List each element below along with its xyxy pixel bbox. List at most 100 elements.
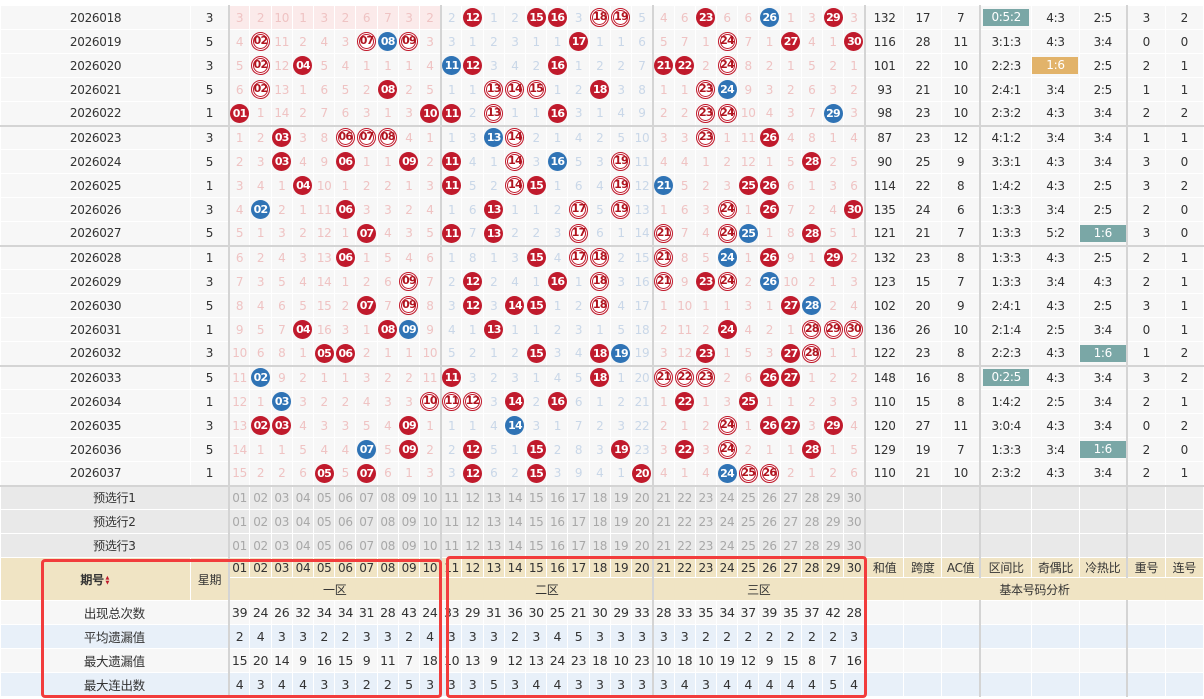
preselect-number[interactable]: 13	[482, 485, 505, 510]
preselect-number[interactable]: 06	[334, 485, 357, 510]
preselect-number[interactable]: 29	[821, 485, 845, 510]
preselect-number[interactable]: 15	[525, 485, 548, 510]
preselect-number[interactable]: 23	[694, 509, 717, 534]
miss-count-cell: 7	[567, 413, 590, 438]
preselect-number[interactable]: 03	[270, 485, 293, 510]
preselect-number[interactable]: 03	[270, 509, 293, 534]
preselect-number[interactable]: 19	[609, 509, 633, 534]
preselect-number[interactable]: 22	[673, 509, 696, 534]
number-cell: 28	[800, 221, 823, 247]
preselect-number[interactable]: 09	[397, 509, 421, 534]
preselect-number[interactable]: 15	[525, 509, 548, 534]
sort-icon[interactable]: ▲▼	[105, 574, 110, 586]
preselect-number[interactable]: 07	[355, 485, 378, 510]
preselect-number[interactable]: 10	[419, 485, 442, 510]
preselect-number[interactable]: 11	[439, 485, 463, 510]
miss-count-cell: 3	[334, 29, 357, 54]
preselect-number[interactable]: 14	[503, 485, 527, 510]
consecutive-value: 2	[1180, 370, 1189, 385]
preselect-number[interactable]: 03	[270, 533, 293, 558]
number-cell: 28	[800, 341, 823, 367]
preselect-number[interactable]: 04	[291, 533, 315, 558]
preselect-number[interactable]: 05	[313, 533, 336, 558]
preselect-number[interactable]: 16	[546, 509, 569, 534]
preselect-number[interactable]: 29	[821, 509, 845, 534]
preselect-number[interactable]: 18	[588, 533, 611, 558]
preselect-number[interactable]: 13	[482, 509, 505, 534]
number-cell: 12	[461, 389, 484, 414]
preselect-number[interactable]: 18	[588, 485, 611, 510]
preselect-number[interactable]: 20	[631, 533, 654, 558]
preselect-number[interactable]: 30	[843, 485, 866, 510]
preselect-number[interactable]: 02	[249, 509, 272, 534]
ac-cell: 7	[941, 269, 981, 294]
preselect-number[interactable]: 20	[631, 509, 654, 534]
preselect-number[interactable]: 08	[376, 485, 399, 510]
preselect-number[interactable]: 06	[334, 533, 357, 558]
preselect-number[interactable]: 01	[227, 485, 251, 510]
preselect-number[interactable]: 20	[631, 485, 654, 510]
preselect-number[interactable]: 12	[461, 533, 484, 558]
preselect-number[interactable]: 07	[355, 509, 378, 534]
preselect-number[interactable]: 04	[291, 509, 315, 534]
preselect-number[interactable]: 14	[503, 533, 527, 558]
preselect-number[interactable]: 08	[376, 533, 399, 558]
preselect-number[interactable]: 19	[609, 533, 633, 558]
preselect-number[interactable]: 24	[715, 509, 739, 534]
number-cell: 27	[779, 341, 802, 367]
preselect-number[interactable]: 06	[334, 509, 357, 534]
preselect-number[interactable]: 15	[525, 533, 548, 558]
preselect-number[interactable]: 21	[651, 485, 675, 510]
preselect-number[interactable]: 16	[546, 485, 569, 510]
preselect-number[interactable]: 01	[227, 533, 251, 558]
preselect-number[interactable]: 27	[779, 533, 802, 558]
preselect-number[interactable]: 27	[779, 509, 802, 534]
preselect-number[interactable]: 17	[567, 485, 590, 510]
preselect-number[interactable]: 25	[737, 533, 760, 558]
preselect-number[interactable]: 22	[673, 485, 696, 510]
preselect-number[interactable]: 28	[800, 509, 823, 534]
preselect-number[interactable]: 05	[313, 485, 336, 510]
preselect-number[interactable]: 25	[737, 485, 760, 510]
preselect-number[interactable]: 17	[567, 533, 590, 558]
preselect-number[interactable]: 14	[503, 509, 527, 534]
preselect-number[interactable]: 11	[439, 509, 463, 534]
preselect-number[interactable]: 07	[355, 533, 378, 558]
preselect-number[interactable]: 26	[758, 485, 781, 510]
preselect-number[interactable]: 05	[313, 509, 336, 534]
preselect-number[interactable]: 21	[651, 509, 675, 534]
preselect-number[interactable]: 12	[461, 485, 484, 510]
preselect-number[interactable]: 08	[376, 509, 399, 534]
preselect-number[interactable]: 28	[800, 533, 823, 558]
preselect-number[interactable]: 24	[715, 485, 739, 510]
preselect-number[interactable]: 26	[758, 533, 781, 558]
preselect-number[interactable]: 23	[694, 485, 717, 510]
preselect-number[interactable]: 10	[419, 533, 442, 558]
preselect-number[interactable]: 27	[779, 485, 802, 510]
preselect-number[interactable]: 09	[397, 485, 421, 510]
preselect-number[interactable]: 13	[482, 533, 505, 558]
preselect-number[interactable]: 18	[588, 509, 611, 534]
preselect-number[interactable]: 02	[249, 485, 272, 510]
preselect-number[interactable]: 21	[651, 533, 675, 558]
preselect-number[interactable]: 22	[673, 533, 696, 558]
preselect-number[interactable]: 10	[419, 509, 442, 534]
preselect-number[interactable]: 26	[758, 509, 781, 534]
preselect-number[interactable]: 30	[843, 509, 866, 534]
preselect-number[interactable]: 30	[843, 533, 866, 558]
preselect-number[interactable]: 04	[291, 485, 315, 510]
preselect-number[interactable]: 01	[227, 509, 251, 534]
preselect-number[interactable]: 11	[439, 533, 463, 558]
preselect-number[interactable]: 24	[715, 533, 739, 558]
preselect-number[interactable]: 12	[461, 509, 484, 534]
preselect-number[interactable]: 16	[546, 533, 569, 558]
preselect-number[interactable]: 19	[609, 485, 633, 510]
preselect-number[interactable]: 25	[737, 509, 760, 534]
preselect-number[interactable]: 09	[397, 533, 421, 558]
preselect-number[interactable]: 28	[800, 485, 823, 510]
preselect-number[interactable]: 29	[821, 533, 845, 558]
preselect-number[interactable]: 02	[249, 533, 272, 558]
period-header[interactable]: 期号 ▲▼	[0, 557, 192, 601]
preselect-number[interactable]: 17	[567, 509, 590, 534]
preselect-number[interactable]: 23	[694, 533, 717, 558]
